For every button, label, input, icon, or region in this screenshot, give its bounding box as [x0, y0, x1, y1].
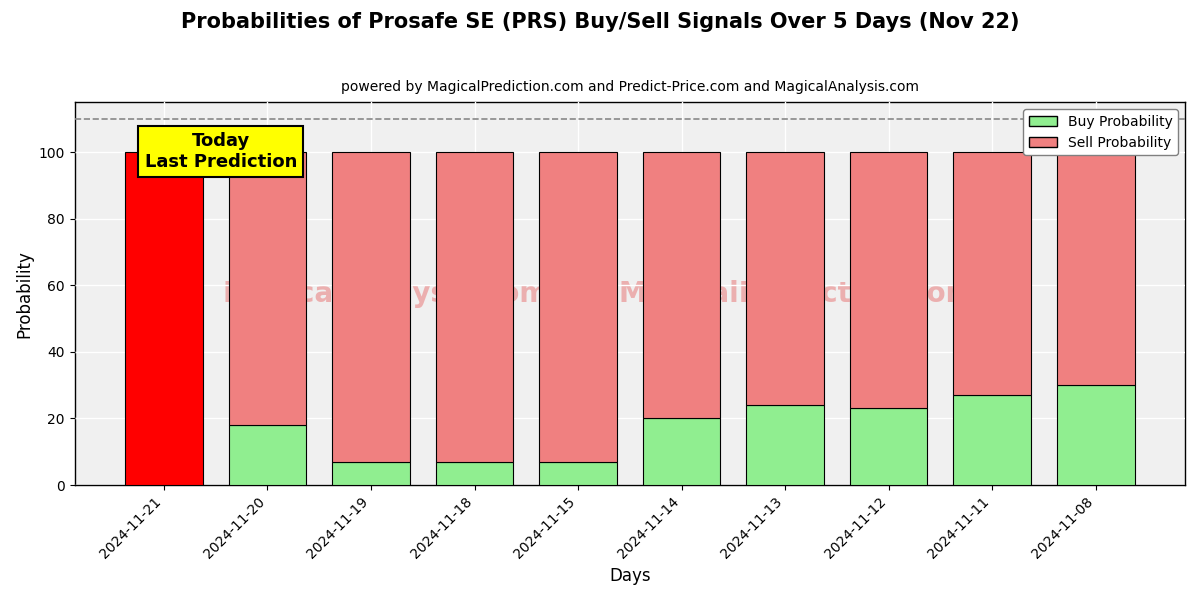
Bar [332, 462, 410, 485]
Bar [953, 395, 1031, 485]
Bar [332, 152, 410, 462]
Legend: Buy Probability, Sell Probability: Buy Probability, Sell Probability [1024, 109, 1178, 155]
Bar [643, 152, 720, 418]
Text: Today
Last Prediction: Today Last Prediction [145, 132, 298, 171]
Bar [850, 409, 928, 485]
Text: MagicalPrediction.com: MagicalPrediction.com [618, 280, 974, 308]
Text: Probabilities of Prosafe SE (PRS) Buy/Sell Signals Over 5 Days (Nov 22): Probabilities of Prosafe SE (PRS) Buy/Se… [181, 12, 1019, 32]
Bar [125, 152, 203, 485]
Bar [746, 152, 824, 405]
Bar [1057, 152, 1134, 385]
Y-axis label: Probability: Probability [16, 250, 34, 338]
Bar [850, 152, 928, 409]
Bar [436, 462, 514, 485]
Bar [229, 425, 306, 485]
Title: powered by MagicalPrediction.com and Predict-Price.com and MagicalAnalysis.com: powered by MagicalPrediction.com and Pre… [341, 80, 919, 94]
Bar [539, 152, 617, 462]
Bar [436, 152, 514, 462]
Bar [229, 152, 306, 425]
Bar [539, 462, 617, 485]
X-axis label: Days: Days [610, 567, 650, 585]
Bar [746, 405, 824, 485]
Bar [1057, 385, 1134, 485]
Bar [643, 418, 720, 485]
Bar [953, 152, 1031, 395]
Text: MagicalAnalysis.com: MagicalAnalysis.com [222, 280, 548, 308]
